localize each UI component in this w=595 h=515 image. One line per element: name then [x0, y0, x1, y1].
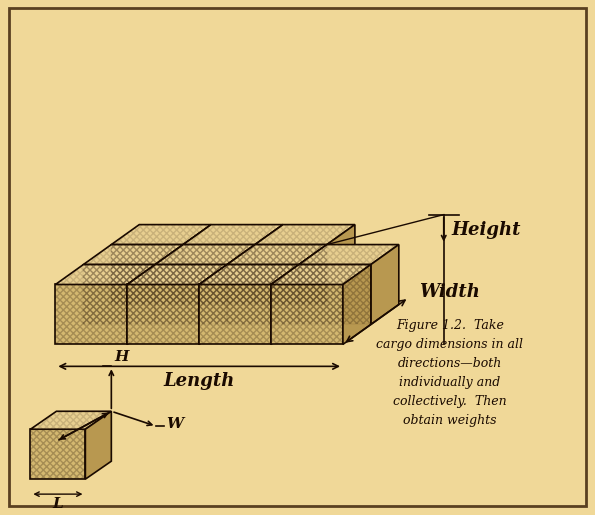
- Polygon shape: [127, 265, 155, 345]
- Polygon shape: [83, 245, 183, 265]
- Polygon shape: [111, 225, 211, 245]
- Text: L: L: [52, 497, 63, 511]
- Polygon shape: [271, 265, 371, 284]
- Text: Width: Width: [419, 283, 480, 301]
- Polygon shape: [227, 245, 327, 265]
- Polygon shape: [85, 411, 111, 479]
- Polygon shape: [199, 265, 299, 284]
- Polygon shape: [155, 245, 183, 324]
- Polygon shape: [255, 225, 355, 245]
- Polygon shape: [299, 245, 399, 265]
- Polygon shape: [299, 245, 327, 324]
- Polygon shape: [327, 225, 355, 304]
- Polygon shape: [371, 245, 399, 324]
- Polygon shape: [299, 265, 371, 324]
- Polygon shape: [199, 265, 227, 345]
- Polygon shape: [271, 265, 299, 345]
- Polygon shape: [127, 265, 227, 284]
- Polygon shape: [255, 225, 283, 304]
- Polygon shape: [155, 245, 255, 265]
- Polygon shape: [343, 265, 371, 345]
- Polygon shape: [55, 265, 155, 284]
- Text: Figure 1.2.  Take
cargo dimensions in all
directions—both
individually and
colle: Figure 1.2. Take cargo dimensions in all…: [376, 319, 523, 427]
- Polygon shape: [183, 225, 211, 304]
- Polygon shape: [83, 265, 155, 324]
- Polygon shape: [227, 245, 255, 324]
- Text: Height: Height: [452, 220, 521, 238]
- Polygon shape: [183, 225, 283, 245]
- Text: H: H: [114, 350, 129, 364]
- Polygon shape: [199, 284, 271, 345]
- Polygon shape: [30, 411, 111, 429]
- Polygon shape: [183, 245, 255, 304]
- Text: Length: Length: [164, 372, 235, 390]
- Polygon shape: [55, 284, 127, 345]
- Polygon shape: [155, 265, 227, 324]
- Polygon shape: [255, 245, 327, 304]
- Text: W: W: [166, 417, 183, 431]
- Polygon shape: [111, 245, 183, 304]
- Polygon shape: [227, 265, 299, 324]
- Polygon shape: [271, 284, 343, 345]
- Polygon shape: [30, 429, 85, 479]
- Polygon shape: [127, 284, 199, 345]
